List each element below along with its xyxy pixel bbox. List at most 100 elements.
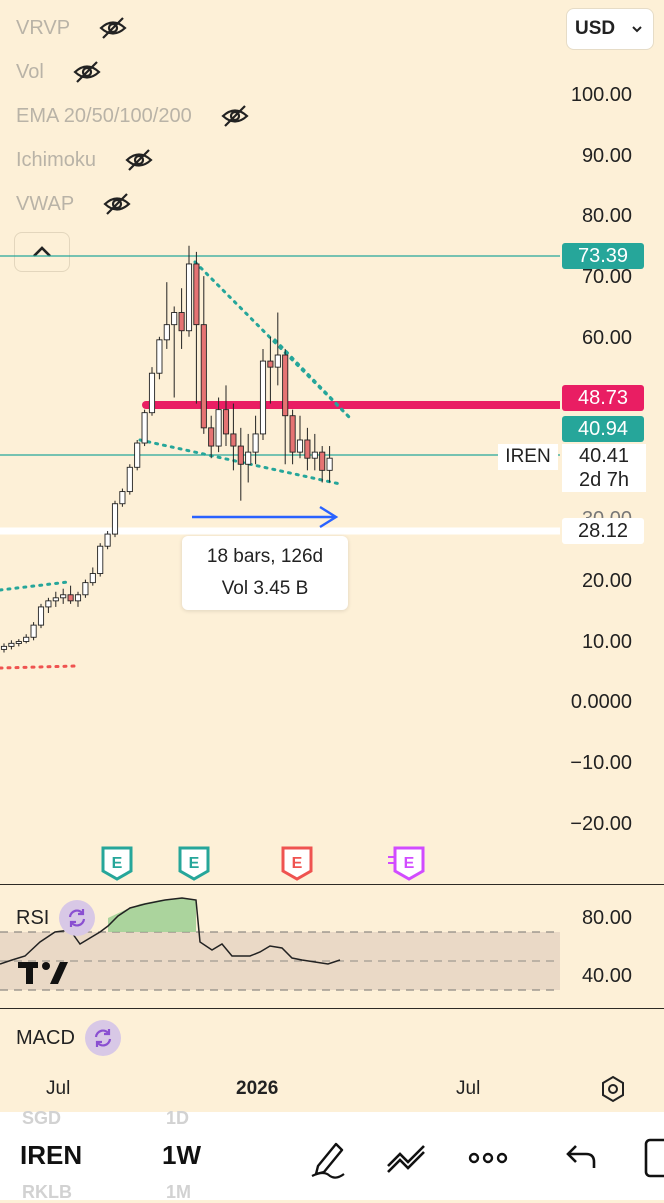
candle-body: [185, 263, 193, 332]
candle-body: [208, 427, 215, 447]
indicator-vol[interactable]: Vol: [16, 58, 102, 86]
ticker-label: IREN: [498, 444, 558, 470]
candle-body: [89, 573, 96, 584]
candle-body: [0, 645, 8, 650]
symbol-next[interactable]: RKLB: [22, 1182, 72, 1202]
trendline-old[interactable]: [0, 580, 70, 592]
indicators-icon[interactable]: [384, 1136, 428, 1180]
candle-body: [97, 545, 104, 574]
pane-separator[interactable]: [0, 884, 664, 885]
rsi-chart[interactable]: [0, 886, 560, 1006]
eye-off-icon[interactable]: [72, 58, 102, 86]
candle-body: [45, 600, 52, 608]
earnings-letter: E: [112, 855, 123, 872]
candle-body: [319, 451, 326, 471]
chart-settings-icon[interactable]: [598, 1074, 628, 1104]
indicator-vrvp[interactable]: VRVP: [16, 14, 128, 42]
candle-body: [23, 636, 30, 642]
layout-icon[interactable]: [640, 1136, 664, 1180]
candle-body: [237, 445, 244, 465]
price-tick: 60.00: [581, 327, 632, 349]
trendline-lower[interactable]: [138, 438, 342, 486]
eye-off-icon[interactable]: [220, 102, 250, 130]
candle-body: [163, 324, 170, 341]
candle-body: [8, 642, 15, 647]
candle-body: [282, 354, 289, 417]
price-badge-red[interactable]: 48.73: [562, 385, 644, 411]
more-icon[interactable]: [466, 1136, 510, 1180]
eye-off-icon[interactable]: [102, 190, 132, 218]
earnings-letter: E: [404, 855, 415, 872]
interval-prev[interactable]: 1D: [166, 1108, 190, 1128]
candle-body: [111, 503, 119, 535]
candle-body: [156, 339, 163, 374]
candle-body: [104, 533, 111, 547]
trendline-upper[interactable]: [193, 260, 354, 422]
price-chart[interactable]: [0, 0, 560, 880]
rsi-overbought-fill: [108, 898, 196, 932]
last-price-box[interactable]: 40.41 2d 7h: [562, 444, 646, 492]
chevron-up-icon: [33, 246, 51, 257]
earnings-icon[interactable]: E: [280, 845, 314, 881]
candle-body: [296, 439, 304, 453]
candle-body: [171, 312, 178, 326]
symbol-prev[interactable]: SGD: [22, 1108, 62, 1128]
indicator-label: Ichimoku: [16, 148, 97, 171]
interval-picker[interactable]: 1W: [162, 1140, 201, 1170]
rsi-label: RSI: [16, 906, 50, 929]
candle-body: [134, 442, 141, 468]
trendline-upper-2[interactable]: [273, 338, 354, 422]
candle-body: [311, 451, 318, 459]
earnings-icon[interactable]: E: [100, 845, 134, 881]
candle-body: [259, 360, 267, 435]
price-badge-top[interactable]: 73.39: [562, 243, 644, 269]
candle-body: [141, 412, 148, 444]
eye-off-icon[interactable]: [124, 146, 154, 174]
earnings-icon[interactable]: E: [177, 845, 211, 881]
indicator-ichimoku[interactable]: Ichimoku: [16, 146, 154, 174]
symbol-picker[interactable]: IREN: [20, 1140, 83, 1170]
collapse-legend-button[interactable]: [14, 232, 70, 272]
eye-off-icon[interactable]: [98, 14, 128, 42]
candle-body: [245, 451, 252, 465]
candle-body: [37, 606, 45, 626]
bottom-toolbar: SGD RKLB 1D 1M IREN 1W: [0, 1108, 664, 1202]
indicator-ema[interactable]: EMA 20/50/100/200: [16, 102, 250, 130]
price-tick: 90.00: [581, 145, 632, 167]
earnings-upcoming-icon[interactable]: E: [388, 845, 426, 881]
price-tick: 80.00: [581, 205, 632, 227]
candle-body: [74, 594, 82, 602]
sync-icon[interactable]: [84, 1020, 121, 1056]
indicator-vwap[interactable]: VWAP: [16, 190, 132, 218]
candle-body: [304, 439, 311, 459]
pane-separator[interactable]: [0, 1008, 664, 1009]
measure-arrow-head: [319, 505, 339, 529]
draw-pen-icon[interactable]: [306, 1136, 350, 1180]
candle-body: [67, 594, 74, 602]
candle-body: [230, 433, 237, 447]
candle-body: [252, 433, 259, 453]
currency-value: USD: [575, 18, 616, 39]
candle-body: [267, 360, 274, 368]
macd-legend[interactable]: MACD: [16, 1020, 121, 1056]
candle-body: [289, 415, 296, 453]
candle-body: [215, 409, 222, 447]
currency-select[interactable]: USD: [566, 8, 654, 50]
price-badge-white[interactable]: 28.12: [562, 518, 644, 544]
candle-body: [200, 324, 207, 429]
candle-body: [222, 409, 230, 435]
candle-body: [52, 597, 59, 602]
candle-body: [178, 312, 185, 332]
price-badge-teal[interactable]: 40.94: [562, 416, 644, 442]
sync-icon[interactable]: [59, 900, 96, 936]
level-line-handle[interactable]: [142, 401, 150, 409]
price-tick: 100.00: [570, 84, 632, 106]
time-tick: Jul: [456, 1078, 481, 1099]
indicator-label: EMA 20/50/100/200: [16, 104, 192, 127]
rsi-legend[interactable]: RSI: [16, 900, 96, 936]
undo-icon[interactable]: [560, 1136, 604, 1180]
candle-body: [30, 624, 37, 638]
chevron-down-icon: [632, 26, 642, 33]
dotted-red-line[interactable]: [0, 664, 78, 670]
interval-next[interactable]: 1M: [166, 1182, 192, 1202]
